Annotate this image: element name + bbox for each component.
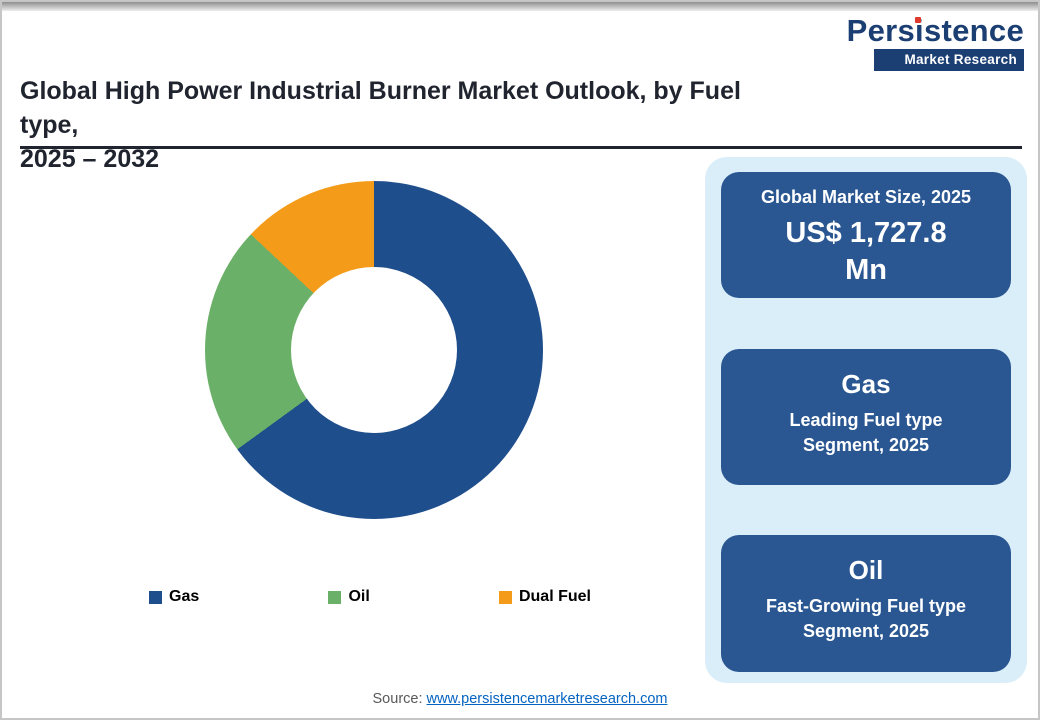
pmr-logo: Persistence Market Research <box>847 15 1024 71</box>
logo-subtitle: Market Research <box>874 49 1024 71</box>
logo-word-pre: Pers <box>846 13 916 48</box>
legend-label-gas: Gas <box>169 588 200 605</box>
donut-chart <box>205 181 543 519</box>
source-note: Source: www.persistencemarketresearch.co… <box>2 691 1038 707</box>
logo-word-i-red-dot: i <box>915 13 924 48</box>
top-frame-edge <box>2 2 1038 11</box>
fast-growing-segment-caption: Fast-Growing Fuel type Segment, 2025 <box>765 596 966 642</box>
logo-wordmark: Persistence <box>847 15 1024 46</box>
page-title-line2: 2025 – 2032 <box>20 145 160 173</box>
market-size-value: US$ 1,727.8 Mn <box>785 217 947 286</box>
legend-label-oil: Oil <box>348 588 370 605</box>
stat-box-market-size: Global Market Size, 2025 US$ 1,727.8 Mn <box>721 172 1011 298</box>
source-link[interactable]: www.persistencemarketresearch.com <box>426 691 668 707</box>
legend-label-dual-fuel: Dual Fuel <box>518 588 591 605</box>
source-label: Source: <box>372 691 423 707</box>
sidebar-panel: Global Market Size, 2025 US$ 1,727.8 Mn … <box>705 157 1027 683</box>
legend-item-oil: Oil <box>328 588 370 606</box>
leading-segment-caption: Leading Fuel type Segment, 2025 <box>789 410 943 456</box>
stat-box-fast-growing-segment: Oil Fast-Growing Fuel type Segment, 2025 <box>721 535 1011 672</box>
legend-item-gas: Gas <box>149 588 199 606</box>
legend-swatch-dual-fuel <box>498 590 512 604</box>
title-underline <box>20 146 1022 149</box>
page-title: Global High Power Industrial Burner Mark… <box>20 74 800 176</box>
chart-legend: Gas Oil Dual Fuel <box>149 588 591 606</box>
legend-swatch-oil <box>328 590 342 604</box>
market-size-title: Global Market Size, 2025 <box>760 187 972 207</box>
page-title-line1: Global High Power Industrial Burner Mark… <box>20 77 741 139</box>
stat-box-leading-segment: Gas Leading Fuel type Segment, 2025 <box>721 349 1011 485</box>
legend-item-dual-fuel: Dual Fuel <box>498 588 591 606</box>
fast-growing-segment-name: Oil <box>848 555 884 585</box>
legend-swatch-gas <box>149 590 162 604</box>
leading-segment-name: Gas <box>841 369 891 399</box>
logo-word-post: stence <box>923 13 1024 48</box>
